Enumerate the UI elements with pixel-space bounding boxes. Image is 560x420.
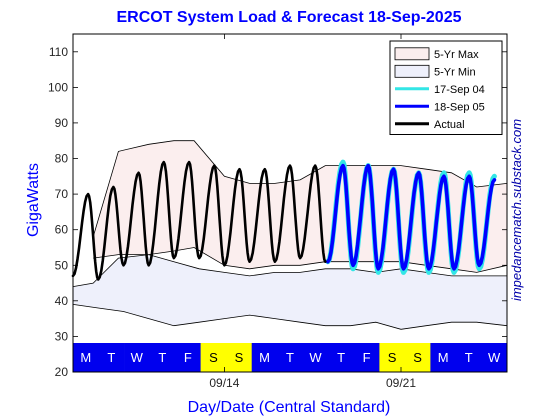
x-tick-label: 09/14 xyxy=(209,376,239,390)
day-cell xyxy=(226,343,253,372)
day-label: M xyxy=(438,350,449,365)
day-cell xyxy=(149,343,176,372)
y-axis-label: GigaWatts xyxy=(25,163,42,237)
day-cell xyxy=(328,343,355,372)
plot-frame xyxy=(72,33,508,373)
day-label: F xyxy=(184,350,192,365)
day-label: W xyxy=(309,350,322,365)
day-cell xyxy=(277,343,304,372)
legend-label-5-yr-min: 5-Yr Min xyxy=(434,66,476,78)
day-label: S xyxy=(235,350,244,365)
series-line-actual xyxy=(71,160,327,281)
band-5yr-max-lower-edge xyxy=(93,247,508,273)
y-tick-label: 80 xyxy=(55,152,69,166)
day-label: T xyxy=(158,350,166,365)
day-cell xyxy=(455,343,482,372)
y-tick-label: 20 xyxy=(55,365,69,379)
day-label: T xyxy=(107,350,115,365)
series-line-18-sep-05 xyxy=(326,163,497,271)
day-cell xyxy=(98,343,125,372)
day-label: S xyxy=(388,350,397,365)
legend-swatch-5-yr-min xyxy=(394,64,430,78)
y-tick-label: 30 xyxy=(55,329,69,343)
legend-label-actual: Actual xyxy=(434,119,465,131)
y-tick-label: 60 xyxy=(55,223,69,237)
day-label: S xyxy=(413,350,422,365)
day-label: S xyxy=(209,350,218,365)
day-cell xyxy=(200,343,227,372)
legend-label-17-sep-04: 17-Sep 04 xyxy=(434,84,485,96)
day-cell xyxy=(404,343,431,372)
legend-label-18-sep-05: 18-Sep 05 xyxy=(434,101,485,113)
y-tick-label: 50 xyxy=(55,258,69,272)
day-label: W xyxy=(131,350,144,365)
legend-label-5-yr-max: 5-Yr Max xyxy=(434,49,479,61)
day-cell xyxy=(175,343,201,372)
y-tick-label: 110 xyxy=(49,45,68,59)
day-cell xyxy=(430,343,457,372)
day-cell xyxy=(73,343,99,372)
day-label: T xyxy=(286,350,294,365)
band-5yr-min-lower-edge xyxy=(72,304,508,330)
x-axis-label: Day/Date (Central Standard) xyxy=(188,399,391,416)
y-tick-label: 90 xyxy=(55,116,69,130)
day-label: T xyxy=(465,350,473,365)
y-tick-label: 70 xyxy=(55,187,69,201)
legend-swatch-5-yr-max xyxy=(394,47,430,61)
day-cell xyxy=(251,343,278,372)
day-cell xyxy=(353,343,380,372)
day-cell xyxy=(302,343,329,372)
day-label: M xyxy=(259,350,270,365)
day-cell xyxy=(481,343,508,372)
band-5yr-max-upper-edge xyxy=(92,140,508,237)
day-label: W xyxy=(488,350,501,365)
y-tick-label: 40 xyxy=(55,294,69,308)
x-tick-label: 09/21 xyxy=(386,376,416,390)
watermark-text: impedancematch.substack.com xyxy=(509,119,524,301)
day-label: F xyxy=(363,350,371,365)
day-label: T xyxy=(337,350,345,365)
chart-title: ERCOT System Load & Forecast 18-Sep-2025 xyxy=(116,9,461,26)
band-5yr-min xyxy=(73,254,507,330)
day-cell xyxy=(124,343,150,372)
axes: 20 30 40 50 60 70 80 90 100 110 09/14 09/21 xyxy=(48,33,508,390)
y-tick-label: 100 xyxy=(48,80,68,94)
legend: 5-Yr Max 5-Yr Min 17-Sep 04 18-Sep 05 Actual xyxy=(389,40,503,135)
day-label: M xyxy=(80,350,91,365)
